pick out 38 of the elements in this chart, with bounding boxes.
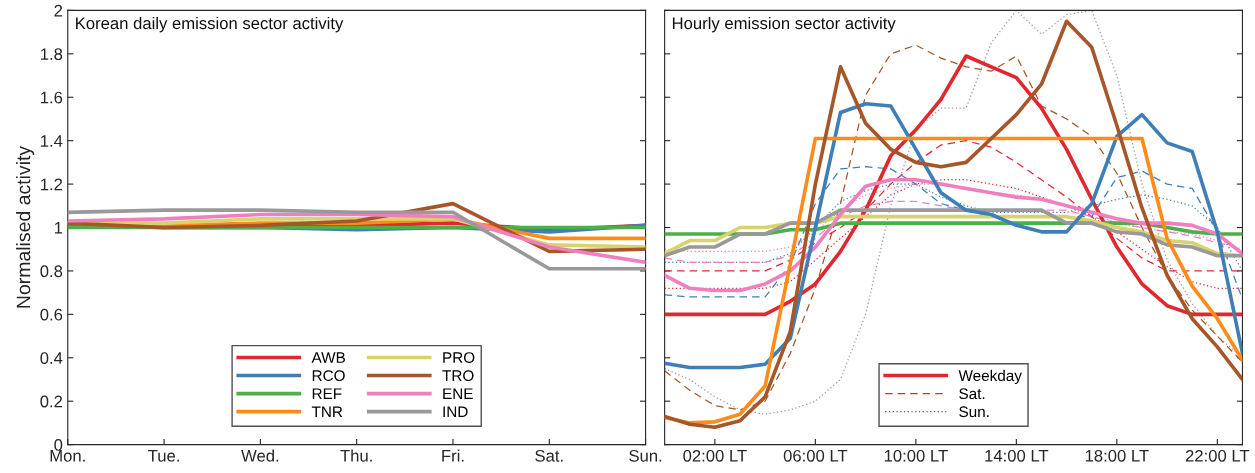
y-tick-label: 1.4 xyxy=(41,135,63,147)
legend-label: Sun. xyxy=(959,406,989,418)
legend-label: IND xyxy=(443,406,468,418)
x-tick-label: 06:00 LT xyxy=(783,449,848,462)
legend-label: PRO xyxy=(443,352,475,363)
y-axis-title: Normalised activity xyxy=(16,145,35,308)
y-tick-label: 2 xyxy=(54,4,63,17)
legend-label: TRO xyxy=(442,370,474,382)
x-tick-label: Sat. xyxy=(535,449,563,462)
x-tick-label: Thu. xyxy=(340,449,372,462)
legend-label: Weekday xyxy=(958,369,1022,385)
legend-label: TNR xyxy=(311,406,343,418)
y-tick-label: 0 xyxy=(54,439,63,451)
x-tick-label: Wed. xyxy=(241,449,279,462)
x-tick-label: Mon. xyxy=(50,450,85,462)
y-tick-label: 0.4 xyxy=(40,352,63,364)
legend-label: Sat. xyxy=(959,388,985,400)
y-tick-label: 1.2 xyxy=(41,178,63,191)
chart-title: Korean daily emission sector activity xyxy=(76,16,344,33)
y-tick-label: 0.6 xyxy=(40,308,63,321)
x-tick-label: Sun. xyxy=(629,449,662,462)
y-tick-label: 1.8 xyxy=(41,48,63,61)
x-tick-label: Tue. xyxy=(148,450,179,462)
y-tick-label: 1 xyxy=(54,222,63,234)
x-tick-label: 14:00 LT xyxy=(985,449,1049,462)
y-tick-label: 0.2 xyxy=(40,395,63,408)
x-tick-label: 18:00 LT xyxy=(1085,449,1149,462)
legend-label: ENE xyxy=(443,388,473,399)
legend-label: RCO xyxy=(312,370,345,382)
legend-label: AWB xyxy=(311,352,345,363)
y-tick-label: 1.6 xyxy=(41,91,63,104)
x-tick-label: 10:00 LT xyxy=(884,449,948,462)
chart-title: Hourly emission sector activity xyxy=(672,16,896,33)
x-tick-label: 02:00 LT xyxy=(683,449,747,462)
legend-label: REF xyxy=(312,388,342,399)
x-tick-label: 22:00 LT xyxy=(1185,449,1250,462)
y-tick-label: 0.8 xyxy=(40,265,63,278)
x-tick-label: Fri. xyxy=(442,449,464,462)
